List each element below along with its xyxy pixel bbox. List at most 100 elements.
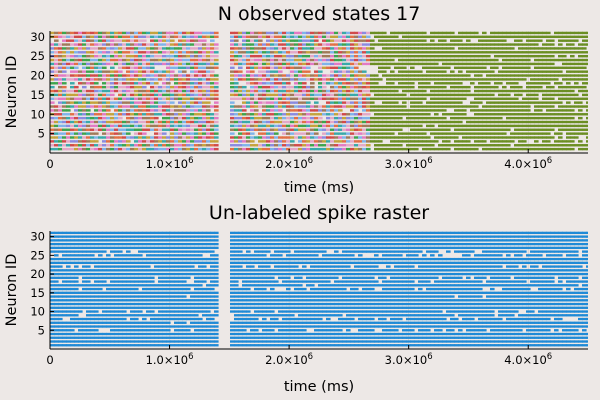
spike-mark	[514, 70, 519, 73]
spike-mark	[586, 89, 588, 93]
spike-mark	[494, 128, 499, 131]
spike-mark	[134, 43, 139, 46]
spike-mark	[430, 128, 435, 131]
spike-mark	[258, 101, 263, 104]
spike-mark	[58, 317, 63, 321]
spike-mark	[342, 317, 347, 321]
spike-mark	[386, 136, 391, 139]
spike-mark	[478, 344, 483, 347]
spike-mark	[274, 82, 279, 85]
spike-mark	[350, 54, 355, 58]
spike-mark	[282, 317, 287, 321]
spike-mark	[426, 116, 431, 120]
spike-mark	[410, 136, 415, 139]
spike-mark	[194, 140, 199, 143]
spike-mark	[366, 82, 371, 85]
spike-mark	[426, 93, 431, 97]
spike-mark	[94, 89, 99, 93]
spike-mark	[238, 116, 243, 120]
spike-mark	[82, 329, 87, 332]
spike-mark	[394, 336, 399, 339]
spike-mark	[398, 325, 403, 328]
spike-mark	[150, 144, 155, 147]
spike-mark	[210, 332, 215, 336]
spike-mark	[230, 70, 235, 73]
spike-mark	[458, 74, 463, 77]
spike-mark	[326, 314, 331, 317]
spike-mark	[562, 89, 567, 93]
spike-mark	[154, 344, 159, 347]
spike-mark	[554, 120, 559, 124]
spike-mark	[506, 35, 511, 39]
y-tick-label: 20	[30, 69, 45, 83]
spike-mark	[510, 101, 515, 104]
spike-mark	[362, 344, 367, 347]
spike-mark	[370, 51, 375, 54]
spike-mark	[234, 317, 239, 321]
spike-mark	[310, 54, 315, 58]
spike-mark	[522, 43, 527, 46]
spike-mark	[270, 47, 275, 50]
spike-mark	[58, 128, 63, 131]
spike-mark	[498, 51, 503, 54]
spike-mark	[426, 35, 431, 39]
spike-mark	[450, 314, 455, 317]
spike-mark	[142, 62, 147, 66]
spike-mark	[566, 120, 571, 124]
spike-mark	[558, 147, 563, 151]
spike-mark	[170, 116, 175, 120]
spike-mark	[74, 78, 79, 81]
spike-mark	[426, 140, 431, 143]
spike-mark	[570, 31, 575, 35]
spike-mark	[194, 85, 199, 89]
spike-mark	[262, 47, 267, 50]
spike-mark	[414, 97, 419, 100]
spike-mark	[310, 314, 315, 317]
spike-mark	[410, 317, 415, 321]
spike-mark	[470, 62, 475, 66]
spike-mark	[346, 93, 351, 97]
spike-mark	[334, 314, 339, 317]
spike-mark	[534, 332, 539, 336]
spike-mark	[214, 321, 219, 324]
spike-mark	[178, 340, 183, 343]
spike-mark	[330, 147, 335, 151]
spike-mark	[414, 340, 419, 343]
spike-mark	[298, 31, 303, 35]
spike-mark	[410, 35, 415, 39]
spike-mark	[374, 43, 379, 46]
spike-mark	[66, 43, 71, 46]
spike-mark	[86, 35, 91, 39]
spike-mark	[158, 109, 163, 112]
spike-mark	[270, 132, 275, 135]
spike-mark	[566, 51, 571, 54]
spike-mark	[574, 62, 579, 66]
spike-mark	[534, 62, 539, 66]
spike-mark	[402, 314, 407, 317]
spike-mark	[186, 317, 191, 321]
spike-mark	[470, 116, 475, 120]
spike-mark	[266, 113, 271, 116]
spike-mark	[430, 344, 435, 347]
spike-mark	[118, 74, 123, 77]
spike-mark	[326, 74, 331, 77]
spike-mark	[354, 54, 359, 58]
spike-mark	[386, 321, 391, 324]
spike-mark	[94, 332, 99, 336]
spike-mark	[322, 124, 327, 128]
spike-mark	[114, 317, 119, 321]
spike-mark	[282, 321, 287, 324]
spike-mark	[66, 310, 71, 313]
spike-mark	[482, 116, 487, 120]
spike-mark	[190, 31, 195, 35]
spike-mark	[366, 105, 371, 108]
spike-mark	[442, 70, 447, 73]
spike-mark	[114, 132, 119, 135]
spike-mark	[74, 310, 79, 313]
spike-mark	[582, 336, 587, 339]
spike-mark	[494, 340, 499, 343]
spike-mark	[570, 116, 575, 120]
spike-mark	[230, 105, 235, 108]
spike-mark	[230, 101, 235, 104]
spike-mark	[318, 124, 323, 128]
